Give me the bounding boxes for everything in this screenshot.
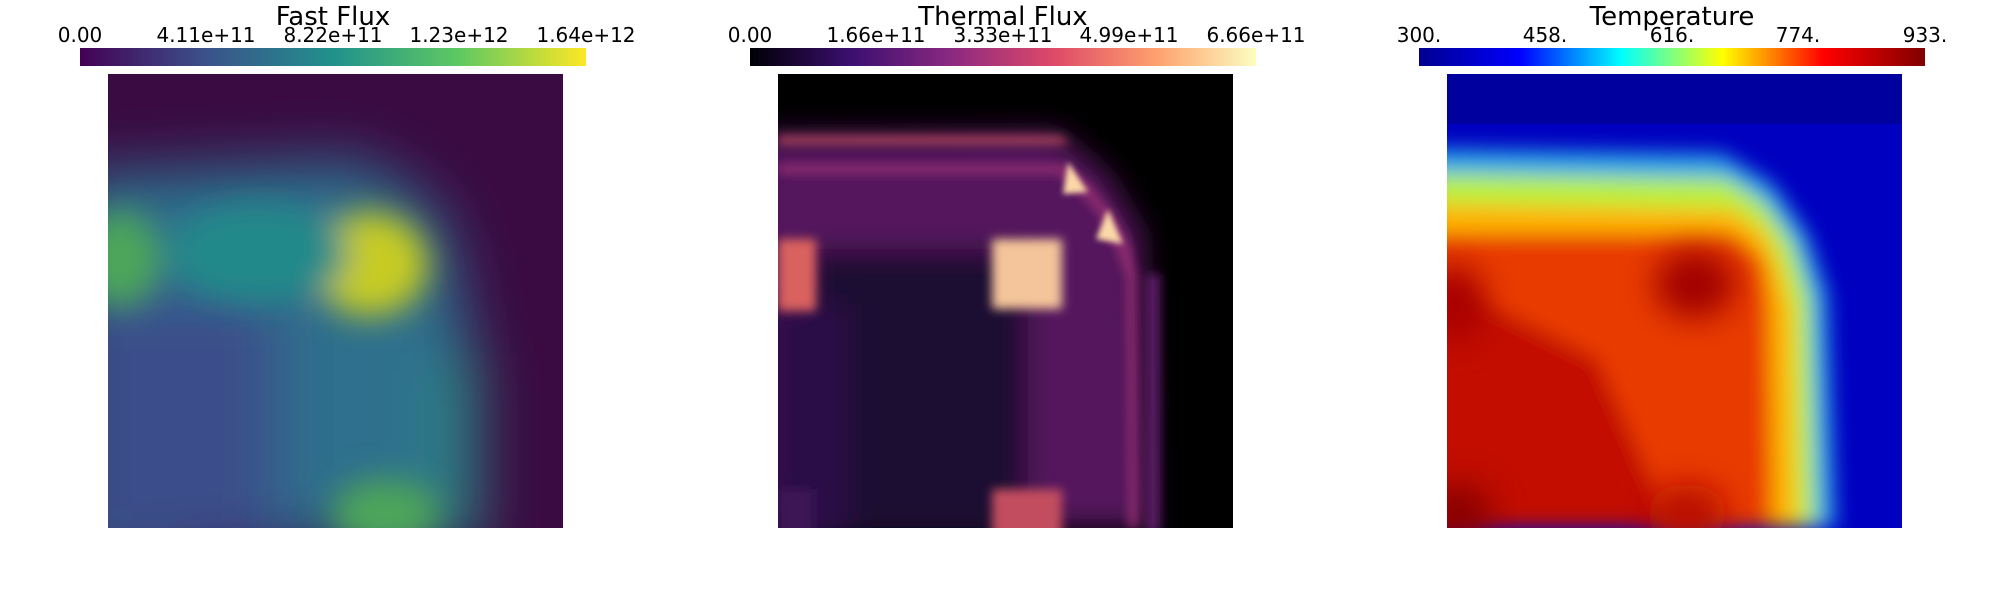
- temperature-field-plot: [1447, 74, 1902, 528]
- field-hotspot: [1647, 484, 1727, 528]
- field-ring: [778, 164, 1138, 528]
- colorbar-tick-label: 0.00: [727, 23, 773, 47]
- field-ring: [778, 136, 1070, 144]
- colorbar: [750, 48, 1256, 66]
- colorbar-tick-label: 1.64e+12: [536, 23, 636, 47]
- thermal-flux-field-plot: [778, 74, 1233, 528]
- temperature-panel: Temperature 300. 458. 616. 774. 933.: [1392, 0, 1952, 600]
- colorbar-title: Fast Flux: [275, 2, 391, 32]
- colorbar-tick-label: 300.: [1396, 23, 1442, 47]
- colorbar-tick-label: 933.: [1902, 23, 1948, 47]
- field-region-top: [1447, 74, 1902, 124]
- fast-flux-field-plot: [108, 74, 563, 528]
- colorbar-title: Temperature: [1589, 2, 1755, 32]
- field-hotspot: [992, 239, 1062, 309]
- colorbar: [1419, 48, 1925, 66]
- field-hotspot: [168, 204, 348, 304]
- field-hotspot: [1447, 484, 1493, 528]
- field-hotspot: [108, 211, 160, 307]
- thermal-flux-panel: Thermal Flux 0.00 1.66e+11 3.33e+11 4.99…: [723, 0, 1306, 600]
- colorbar-tick-label: 1.66e+11: [826, 23, 926, 47]
- colorbar-tick-label: 6.66e+11: [1206, 23, 1306, 47]
- field-hotspot: [1655, 250, 1735, 318]
- colorbar: [80, 48, 586, 66]
- colorbar-ticks: 0.00 4.11e+11 8.22e+11 1.23e+12 1.64e+12: [53, 23, 636, 47]
- field-hotspot: [778, 239, 816, 311]
- field-ring: [1146, 274, 1160, 528]
- field-region-inner: [1447, 284, 1672, 528]
- colorbar-tick-label: 4.99e+11: [1079, 23, 1179, 47]
- colorbar-tick-label: 616.: [1649, 23, 1695, 47]
- field-hotspot: [331, 479, 441, 528]
- colorbar-tick-label: 8.22e+11: [283, 23, 383, 47]
- colorbar-tick-label: 3.33e+11: [953, 23, 1053, 47]
- field-hotspot: [992, 489, 1062, 528]
- field-hotspot: [1096, 209, 1123, 244]
- field-region-inner: [108, 294, 278, 528]
- colorbar-tick-label: 0.00: [57, 23, 103, 47]
- field-hotspot: [1063, 162, 1088, 194]
- colorbar-tick-label: 4.11e+11: [156, 23, 256, 47]
- colorbar-ticks: 300. 458. 616. 774. 933.: [1392, 24, 1952, 46]
- field-hotspot: [778, 489, 814, 528]
- fast-flux-panel: Fast Flux 0.00 4.11e+11 8.22e+11 1.23e+1…: [53, 0, 636, 600]
- colorbar-title: Thermal Flux: [918, 2, 1088, 32]
- field-region-edge: [438, 354, 478, 528]
- field-hotspot: [1447, 264, 1485, 340]
- colorbar-tick-label: 1.23e+12: [409, 23, 509, 47]
- colorbar-tick-label: 458.: [1522, 23, 1568, 47]
- colorbar-ticks: 0.00 1.66e+11 3.33e+11 4.99e+11 6.66e+11: [723, 23, 1306, 47]
- colorbar-tick-label: 774.: [1775, 23, 1821, 47]
